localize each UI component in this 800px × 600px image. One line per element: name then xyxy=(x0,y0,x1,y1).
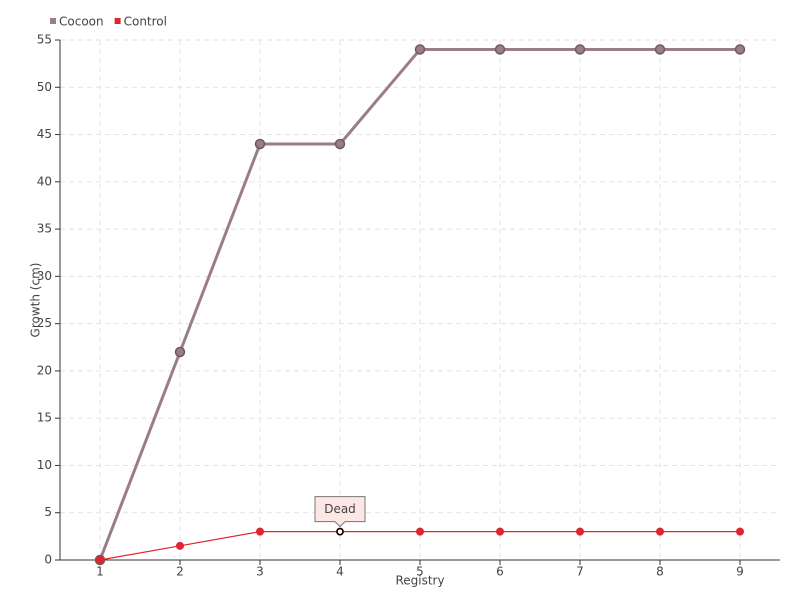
legend: Cocoon Control xyxy=(50,15,167,29)
x-tick-label: 4 xyxy=(336,565,344,579)
data-point xyxy=(174,346,186,358)
annotation-marker xyxy=(336,527,344,536)
data-point xyxy=(256,527,264,536)
data-point xyxy=(416,527,424,536)
data-point xyxy=(496,527,504,536)
data-point xyxy=(334,138,346,150)
data-point xyxy=(574,44,586,55)
x-axis-label: Registry xyxy=(395,574,444,588)
y-tick-label: 45 xyxy=(37,127,52,141)
x-tick-label: 5 xyxy=(416,565,424,579)
data-point xyxy=(734,44,746,55)
x-tick-label: 3 xyxy=(256,565,264,579)
x-tick-label: 2 xyxy=(176,565,184,579)
x-tick-label: 1 xyxy=(96,565,104,579)
data-point xyxy=(414,44,426,55)
annotation-text: Dead xyxy=(324,502,356,516)
y-tick-label: 10 xyxy=(37,458,52,472)
data-point xyxy=(654,44,666,55)
y-tick-label: 25 xyxy=(37,316,52,330)
annotation-box xyxy=(314,496,366,528)
y-tick-label: 0 xyxy=(44,553,52,567)
legend-label: Control xyxy=(124,15,167,29)
y-axis-label: Growth (cm) xyxy=(29,263,43,338)
y-tick-label: 5 xyxy=(44,505,52,519)
data-point xyxy=(576,527,584,536)
data-point xyxy=(96,556,104,564)
y-tick-label: 50 xyxy=(37,80,52,94)
y-tick-label: 15 xyxy=(37,411,52,425)
y-tick-label: 35 xyxy=(37,222,52,236)
data-point xyxy=(656,527,664,536)
x-tick-label: 8 xyxy=(656,565,664,579)
x-tick-label: 9 xyxy=(736,565,744,579)
y-tick-label: 20 xyxy=(37,363,52,377)
legend-label: Cocoon xyxy=(59,15,104,29)
x-tick-label: 7 xyxy=(576,565,584,579)
y-tick-label: 30 xyxy=(37,269,52,283)
y-tick-label: 40 xyxy=(37,174,52,188)
legend-swatch xyxy=(50,18,56,24)
x-tick-label: 6 xyxy=(496,565,504,579)
y-tick-label: 55 xyxy=(37,33,52,47)
legend-swatch xyxy=(114,18,121,24)
data-point xyxy=(736,527,744,536)
data-point xyxy=(494,44,506,55)
data-point xyxy=(254,138,266,150)
data-point xyxy=(176,541,184,550)
